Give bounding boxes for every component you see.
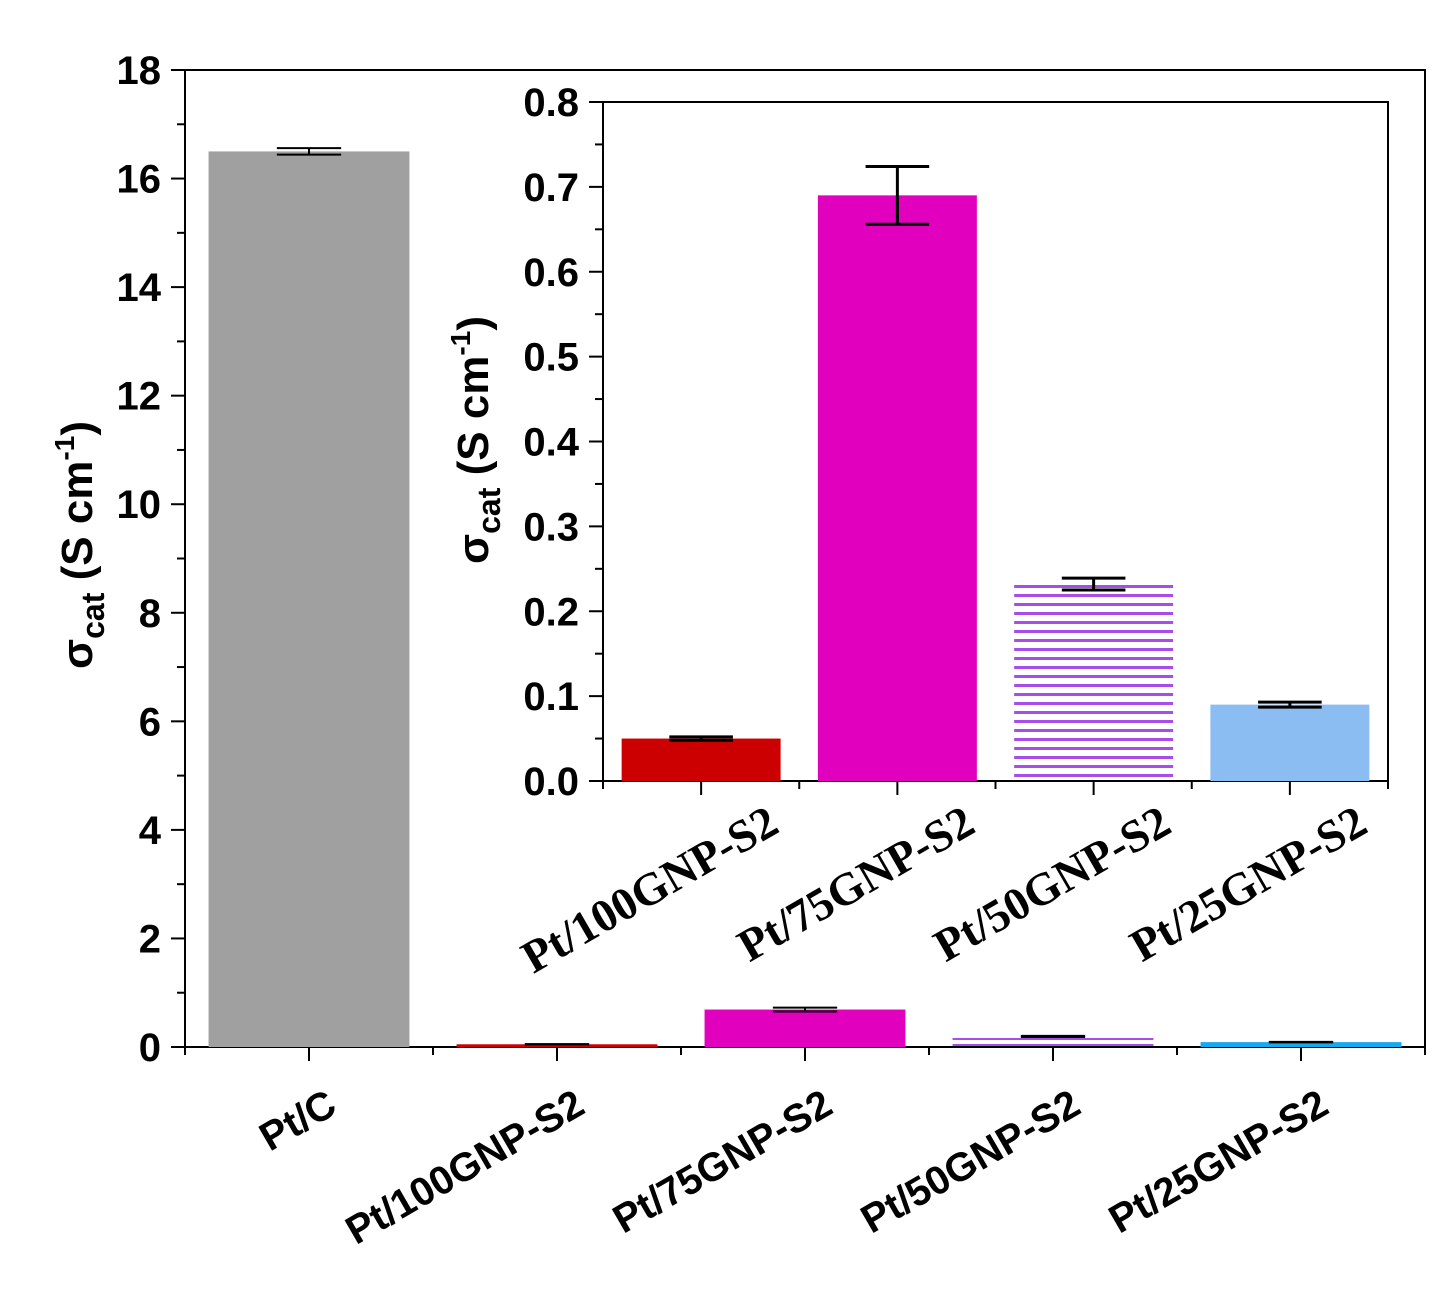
main-bar-4	[1200, 1042, 1402, 1047]
inset-bar-3	[1210, 704, 1370, 781]
main-y-tick-label-2: 4	[139, 809, 162, 853]
main-y-axis-title-superscript: -1	[49, 436, 80, 461]
inset-plot-frame	[602, 101, 1389, 782]
main-y-axis-title-unit: (S cm	[53, 461, 102, 593]
inset-y-tick-label-1: 0.1	[523, 675, 579, 719]
main-y-axis-title-symbol: σ	[53, 639, 102, 669]
main-y-tick-label-1: 2	[139, 917, 161, 961]
inset-bar-1	[817, 195, 977, 782]
main-bar-3	[952, 1036, 1154, 1047]
main-y-tick-label-5: 10	[117, 483, 162, 527]
inset-y-axis-title-unit: (S cm	[449, 356, 498, 488]
inset-y-tick-label-2: 0.2	[523, 590, 579, 634]
main-bar-0	[208, 151, 410, 1047]
main-bar-1	[456, 1044, 658, 1047]
inset-bar-0	[621, 738, 781, 781]
main-y-tick-label-0: 0	[139, 1026, 161, 1070]
main-bar-2	[704, 1009, 906, 1047]
main-y-tick-label-6: 12	[117, 375, 162, 419]
main-y-tick-label-9: 18	[117, 49, 162, 93]
main-x-tick-label-0: Pt/C	[252, 1082, 343, 1160]
inset-bar-2	[1014, 584, 1174, 781]
inset-y-tick-label-8: 0.8	[523, 81, 579, 125]
main-x-tick-label-1: Pt/100GNP-S2	[338, 1082, 591, 1253]
inset-y-tick-label-7: 0.7	[523, 166, 579, 210]
main-y-axis-title-subscript: cat	[75, 592, 111, 639]
inset-y-tick-label-4: 0.4	[523, 421, 579, 465]
inset-y-tick-label-3: 0.3	[523, 505, 579, 549]
main-y-tick-label-8: 16	[117, 158, 162, 202]
main-y-tick-label-7: 14	[117, 266, 162, 310]
main-x-tick-label-3: Pt/50GNP-S2	[854, 1082, 1088, 1242]
main-y-axis-title: σcat (S cm-1)	[49, 421, 111, 669]
inset-y-tick-label-0: 0.0	[523, 760, 579, 804]
inset-y-axis-title-subscript: cat	[471, 487, 507, 534]
inset-y-tick-label-5: 0.5	[523, 336, 579, 380]
inset-y-axis-title-symbol: σ	[449, 534, 498, 564]
main-x-tick-label-4: Pt/25GNP-S2	[1102, 1082, 1336, 1242]
inset-y-axis-title-close: )	[449, 316, 498, 331]
main-x-tick-label-2: Pt/75GNP-S2	[606, 1082, 840, 1242]
main-y-axis-title-close: )	[53, 421, 102, 436]
main-y-tick-label-3: 6	[139, 700, 161, 744]
inset-y-axis-title-superscript: -1	[445, 331, 476, 356]
inset-y-tick-label-6: 0.6	[523, 251, 579, 295]
main-y-tick-label-4: 8	[139, 592, 161, 636]
inset-y-axis-title: σcat (S cm-1)	[445, 316, 507, 564]
